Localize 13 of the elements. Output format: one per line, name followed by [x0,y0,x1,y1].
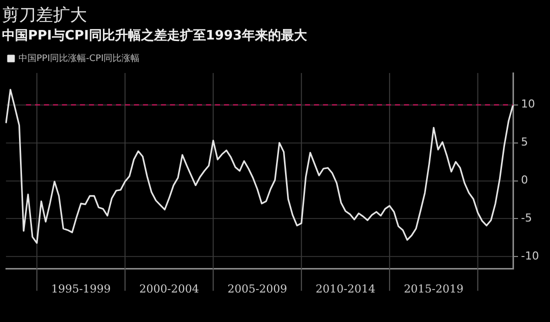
x-tick-label: 2010-2014 [316,282,376,296]
chart-subtitle: 中国PPI与CPI同比升幅之差走扩至1993年来的最大 [2,28,308,44]
chart-title: 剪刀差扩大 [2,6,87,26]
x-tick-label: 2000-2004 [139,282,199,296]
x-tick-label: 2015-2019 [404,282,464,296]
legend-label: 中国PPI同比涨幅-CPI同比涨幅 [18,52,140,64]
y-tick-label: -5 [521,212,532,225]
x-tick-label: 2005-2009 [227,282,288,296]
y-tick-label: 10 [521,98,536,111]
x-tick-label: 1995-1999 [51,282,111,296]
y-tick-label: 5 [521,136,528,149]
y-tick-label: 0 [521,174,528,187]
y-tick-label: -10 [521,250,539,263]
